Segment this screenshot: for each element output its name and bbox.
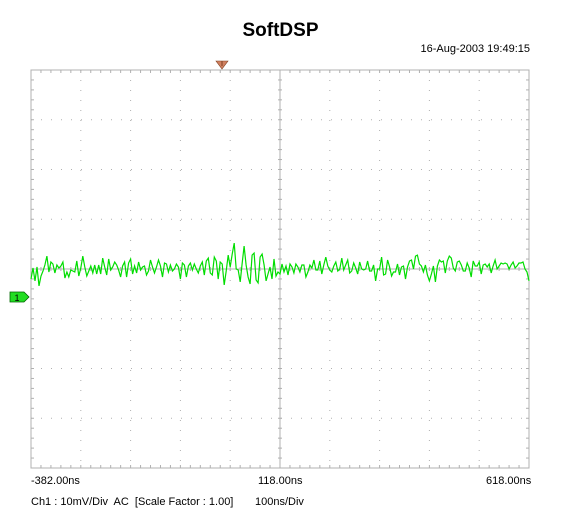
x-tick-label: -382.00ns <box>31 475 80 487</box>
trace-ch1 <box>30 242 530 287</box>
x-tick-label: 618.00ns <box>486 475 532 487</box>
timebase-readout: 100ns/Div <box>255 496 304 508</box>
channel-marker-label: 1 <box>14 293 19 303</box>
x-tick-label: 118.00ns <box>258 475 303 487</box>
timestamp: 16-Aug-2003 19:49:15 <box>420 43 530 55</box>
channel-status: Ch1 : 10mV/Div AC [Scale Factor : 1.00] <box>31 496 234 508</box>
chart-title: SoftDSP <box>242 20 319 41</box>
plot-frame <box>30 69 530 469</box>
channel-marker-shape <box>9 291 30 303</box>
channel-1-marker[interactable]: 1 <box>9 291 30 303</box>
